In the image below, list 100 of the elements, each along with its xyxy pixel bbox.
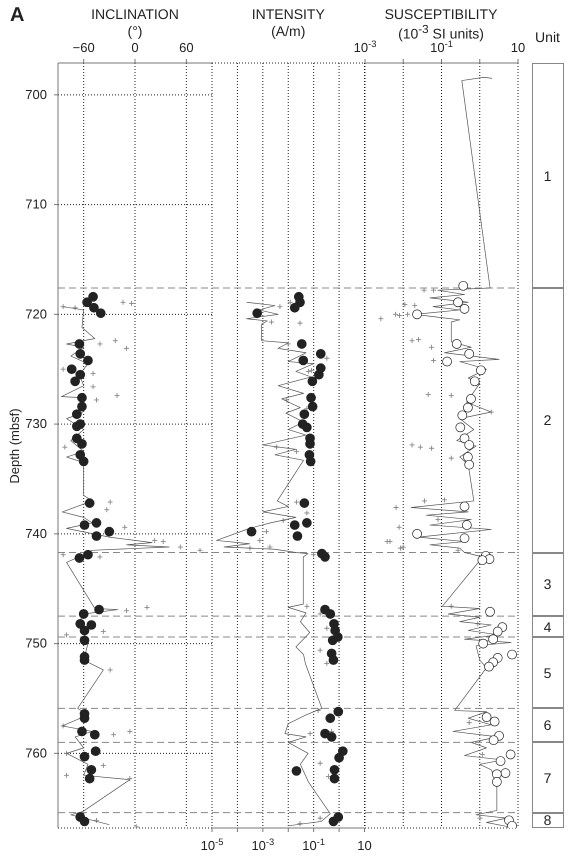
point	[126, 728, 133, 734]
point	[90, 384, 96, 390]
y-tick-label: 750	[25, 636, 47, 651]
text: A	[10, 4, 24, 27]
point	[144, 604, 150, 610]
point	[83, 550, 93, 560]
text: 6	[542, 716, 552, 734]
point	[66, 364, 77, 374]
point	[92, 518, 102, 528]
text: 1	[542, 166, 552, 184]
text: 8	[542, 811, 552, 830]
point	[107, 667, 114, 673]
x-tick-label: 10	[357, 838, 372, 853]
point	[88, 292, 98, 302]
point	[197, 547, 203, 554]
point	[72, 304, 78, 311]
point	[86, 764, 96, 775]
point	[74, 339, 84, 349]
point	[94, 604, 104, 614]
point	[104, 526, 114, 537]
point	[64, 632, 70, 638]
point	[80, 635, 90, 646]
point	[84, 774, 95, 784]
x-tick-label: 10$^{-1}$	[430, 39, 452, 55]
y-tick-label: 710	[25, 196, 47, 212]
point	[60, 722, 66, 729]
point	[60, 304, 66, 310]
point	[122, 524, 128, 530]
chart-title: SUSCEPTIBILITY	[384, 6, 498, 22]
point	[86, 620, 96, 630]
point	[72, 409, 82, 420]
point	[75, 349, 86, 359]
y-tick-label: 700	[25, 86, 47, 102]
point	[128, 300, 135, 306]
line-series	[61, 306, 170, 826]
text: 5	[542, 664, 552, 682]
point	[100, 628, 106, 634]
chart-subtitle: (A/m)	[270, 23, 306, 39]
point	[78, 456, 89, 466]
point	[90, 746, 100, 756]
x-tick-label: 10$^{-5}$	[200, 837, 224, 853]
text: 7	[542, 768, 552, 786]
point	[80, 520, 90, 530]
point	[120, 299, 126, 306]
point	[92, 531, 102, 541]
y-tick-label: 730	[25, 416, 47, 432]
y-tick-label: 720	[25, 306, 47, 322]
point	[123, 345, 130, 352]
point	[77, 392, 87, 403]
point	[78, 609, 89, 619]
x-tick-label: 10$^{-3}$	[353, 39, 376, 55]
text: 2	[542, 411, 552, 430]
x-tick-label: 0	[131, 40, 139, 55]
point	[74, 553, 84, 563]
point	[70, 376, 80, 386]
point	[96, 308, 106, 318]
text: Unit	[534, 29, 561, 45]
point	[64, 750, 70, 756]
point	[83, 356, 93, 366]
point	[94, 817, 100, 824]
point	[77, 402, 87, 412]
point	[77, 439, 87, 449]
text: 3	[542, 575, 552, 594]
point	[96, 341, 103, 347]
point	[96, 554, 103, 560]
point	[112, 338, 118, 344]
x-tick-label: 10$^{-3}$	[251, 837, 274, 853]
y-tick-label: 760	[25, 745, 47, 760]
y-axis-title: Depth (mbsf)	[7, 406, 23, 486]
point	[80, 816, 90, 826]
point	[80, 752, 90, 762]
point	[123, 608, 130, 614]
chart-subtitle: (10$^{-3}$ SI units)	[398, 23, 484, 42]
point	[89, 302, 99, 313]
point	[64, 772, 70, 778]
x-tick-label: 10	[510, 40, 525, 55]
point	[77, 726, 87, 736]
text: 4	[542, 618, 552, 636]
point	[90, 370, 96, 377]
point	[75, 370, 86, 380]
point	[60, 366, 66, 372]
point	[75, 619, 86, 629]
x-tick-label: −60	[72, 40, 95, 55]
point	[126, 776, 133, 782]
point	[90, 730, 100, 740]
x-tick-label: 10$^{-1}$	[302, 837, 326, 853]
chart-title: INCLINATION	[90, 6, 180, 22]
point	[110, 732, 117, 738]
point	[62, 444, 68, 450]
point	[80, 626, 90, 636]
point	[160, 538, 166, 544]
chart-title: INTENSITY	[250, 6, 326, 22]
point	[72, 421, 82, 432]
point	[104, 506, 110, 513]
point	[84, 498, 95, 508]
point	[94, 397, 100, 403]
point	[107, 499, 114, 505]
y-tick-label: 740	[25, 526, 47, 541]
point	[177, 544, 184, 550]
chart-subtitle: (°)	[126, 23, 144, 39]
